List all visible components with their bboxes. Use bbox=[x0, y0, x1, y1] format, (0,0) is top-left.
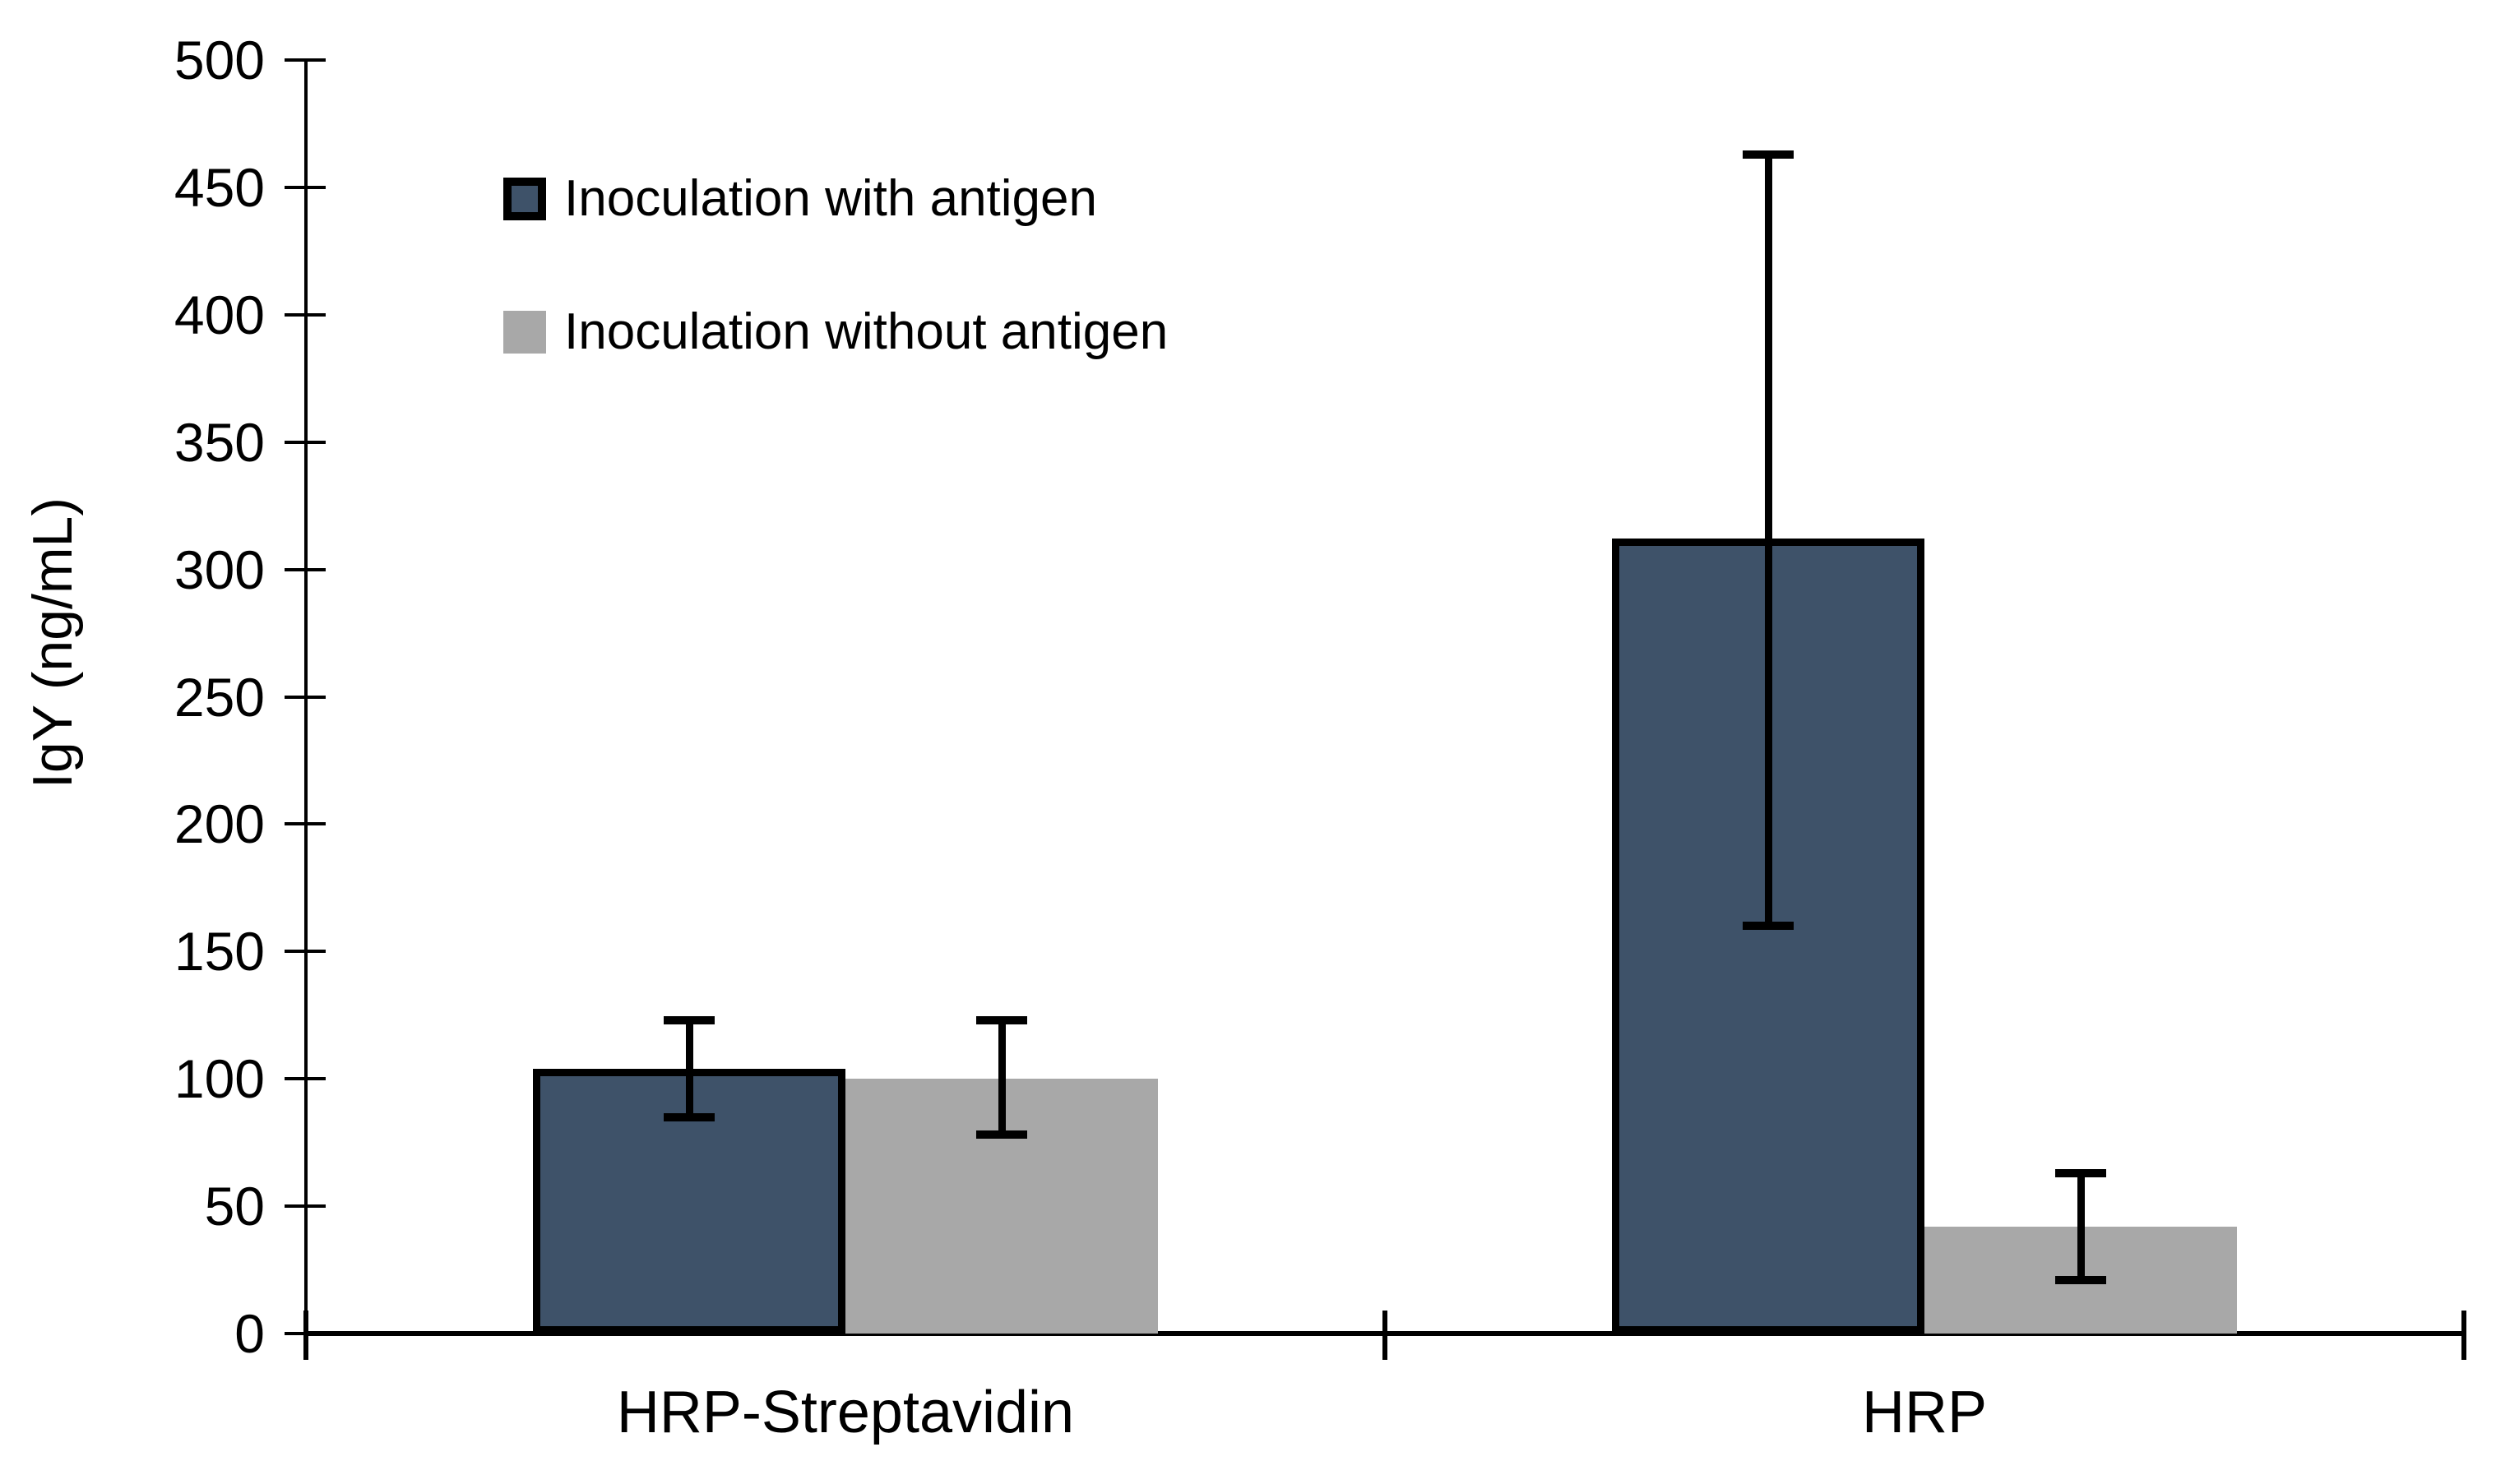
y-tick bbox=[285, 950, 326, 954]
y-tick bbox=[285, 567, 326, 571]
y-tick bbox=[285, 185, 326, 189]
legend-marker-without-antigen bbox=[503, 311, 546, 354]
y-axis-line bbox=[304, 58, 308, 1360]
y-tick bbox=[285, 1204, 326, 1209]
y-tick-label: 350 bbox=[174, 411, 265, 473]
error-bar-cap bbox=[2055, 1168, 2106, 1177]
y-tick bbox=[285, 695, 326, 699]
legend-marker-with-antigen bbox=[503, 178, 546, 220]
error-bar-cap bbox=[976, 1015, 1027, 1024]
legend-label-without-antigen: Inoculation without antigen bbox=[564, 303, 1169, 360]
error-bar-cap bbox=[1743, 922, 1794, 931]
legend-label-with-antigen: Inoculation with antigen bbox=[564, 170, 1098, 227]
error-bar-whisker bbox=[1764, 154, 1772, 927]
y-tick-label: 100 bbox=[174, 1048, 265, 1110]
y-tick bbox=[285, 312, 326, 317]
y-tick bbox=[285, 58, 326, 62]
y-tick-label: 400 bbox=[174, 284, 265, 345]
y-tick-label: 300 bbox=[174, 539, 265, 600]
y-tick bbox=[285, 822, 326, 826]
error-bar-whisker bbox=[998, 1019, 1006, 1135]
error-bar-cap bbox=[2055, 1275, 2106, 1284]
y-tick bbox=[285, 440, 326, 444]
x-tick bbox=[2461, 1311, 2466, 1360]
category-label-hrp-streptavidin: HRP-Streptavidin bbox=[616, 1380, 1075, 1445]
x-tick bbox=[303, 1311, 308, 1360]
category-label-hrp: HRP bbox=[1861, 1380, 1987, 1445]
y-tick bbox=[285, 1077, 326, 1081]
legend-item-with-antigen: Inoculation with antigen bbox=[503, 161, 1097, 237]
error-bar-whisker bbox=[685, 1019, 693, 1117]
y-tick-label: 50 bbox=[204, 1176, 265, 1237]
legend-item-without-antigen: Inoculation without antigen bbox=[503, 294, 1168, 370]
error-bar-cap bbox=[976, 1130, 1027, 1140]
error-bar-cap bbox=[1743, 150, 1794, 159]
x-tick bbox=[1382, 1311, 1387, 1360]
y-tick-label: 500 bbox=[174, 30, 265, 90]
y-tick-label: 450 bbox=[174, 156, 265, 218]
error-bar-whisker bbox=[2077, 1172, 2085, 1280]
y-tick-label: 200 bbox=[174, 793, 265, 855]
error-bar-cap bbox=[664, 1112, 715, 1121]
y-tick-label: 150 bbox=[174, 921, 265, 982]
y-axis-title: IgY (ng/mL) bbox=[21, 497, 84, 789]
error-bar-cap bbox=[664, 1015, 715, 1024]
y-tick-label: 0 bbox=[234, 1303, 265, 1364]
y-tick-label: 250 bbox=[174, 666, 265, 728]
